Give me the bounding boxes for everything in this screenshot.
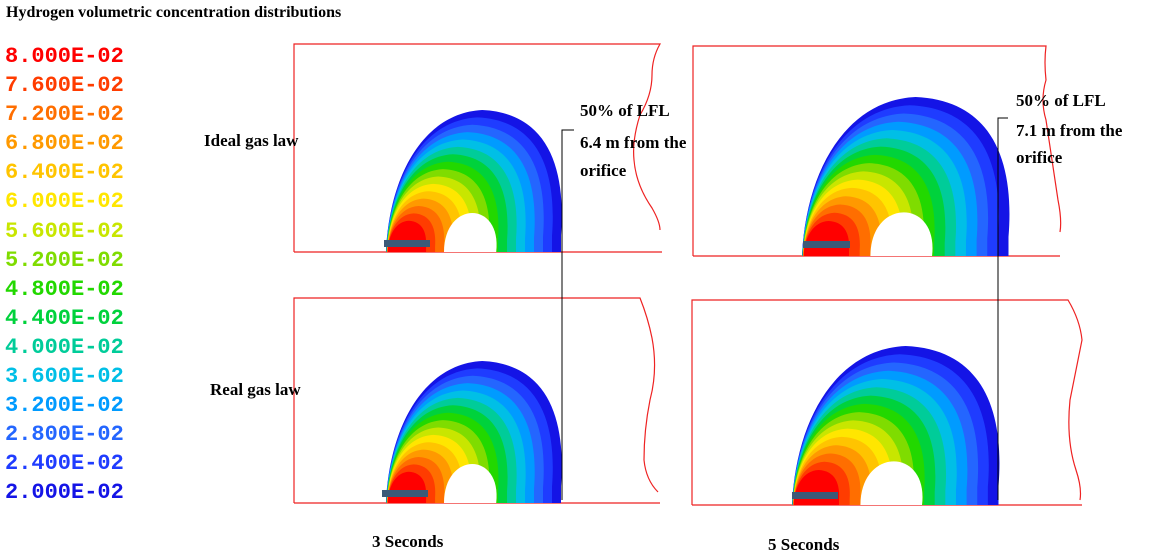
legend-entry: 5.200E-02	[5, 247, 124, 273]
legend-entry: 2.000E-02	[5, 480, 124, 506]
orifice-pipe	[792, 492, 838, 499]
figure-title: Hydrogen volumetric concentration distri…	[6, 4, 342, 21]
legend-entry: 5.600E-02	[5, 218, 124, 244]
plume-contours	[386, 361, 562, 503]
jet-core-region	[444, 464, 497, 503]
panel-real-5s	[691, 299, 1083, 506]
annotation-5s-line3: orifice	[1016, 148, 1063, 167]
row-label-real: Real gas law	[210, 380, 301, 399]
domain-outline	[691, 299, 1083, 505]
plume-contours	[802, 96, 1010, 257]
column-label-5s: 5 Seconds	[768, 535, 840, 554]
panel-ideal-3s	[293, 43, 662, 253]
orifice-pipe	[382, 490, 428, 497]
orifice-pipe	[384, 240, 430, 247]
legend-entry: 3.200E-02	[5, 393, 124, 419]
concentration-legend: 8.000E-02 7.600E-02 7.200E-02 6.800E-02 6.40…	[5, 42, 124, 508]
legend-entry: 4.400E-02	[5, 305, 124, 331]
legend-entry: 7.600E-02	[5, 73, 124, 99]
legend-entry: 3.600E-02	[5, 364, 124, 390]
annotation-5s-line1: 50% of LFL	[1016, 91, 1106, 110]
domain-outline	[293, 43, 662, 252]
legend-entry: 2.800E-02	[5, 422, 124, 448]
plume-contours	[792, 345, 1000, 505]
legend-entry: 6.400E-02	[5, 160, 124, 186]
plume-contours	[386, 110, 562, 252]
legend-entry: 6.000E-02	[5, 189, 124, 215]
orifice-pipe	[803, 241, 850, 248]
panel-ideal-5s	[692, 45, 1062, 257]
annotation-3s-line2: 6.4 m from the	[580, 133, 687, 152]
jet-core-region	[870, 212, 933, 256]
legend-entry: 4.800E-02	[5, 276, 124, 302]
legend-entry: 7.200E-02	[5, 102, 124, 128]
annotation-5s-line2: 7.1 m from the	[1016, 121, 1123, 140]
legend-entry: 2.400E-02	[5, 451, 124, 477]
domain-outline	[692, 45, 1062, 256]
legend-entry: 4.000E-02	[5, 334, 124, 360]
lfl-indicator-line-3s	[561, 129, 574, 500]
panel-real-3s	[293, 297, 660, 504]
row-label-ideal: Ideal gas law	[204, 131, 299, 150]
annotation-3s-line1: 50% of LFL	[580, 101, 670, 120]
domain-outline	[293, 297, 659, 503]
annotation-3s-line3: orifice	[580, 161, 627, 180]
jet-core-region	[860, 461, 923, 505]
column-label-3s: 3 Seconds	[372, 532, 444, 551]
jet-core-region	[444, 213, 497, 252]
legend-entry: 6.800E-02	[5, 131, 124, 157]
legend-entry: 8.000E-02	[5, 44, 124, 69]
lfl-indicator-line-5s	[997, 117, 1008, 500]
